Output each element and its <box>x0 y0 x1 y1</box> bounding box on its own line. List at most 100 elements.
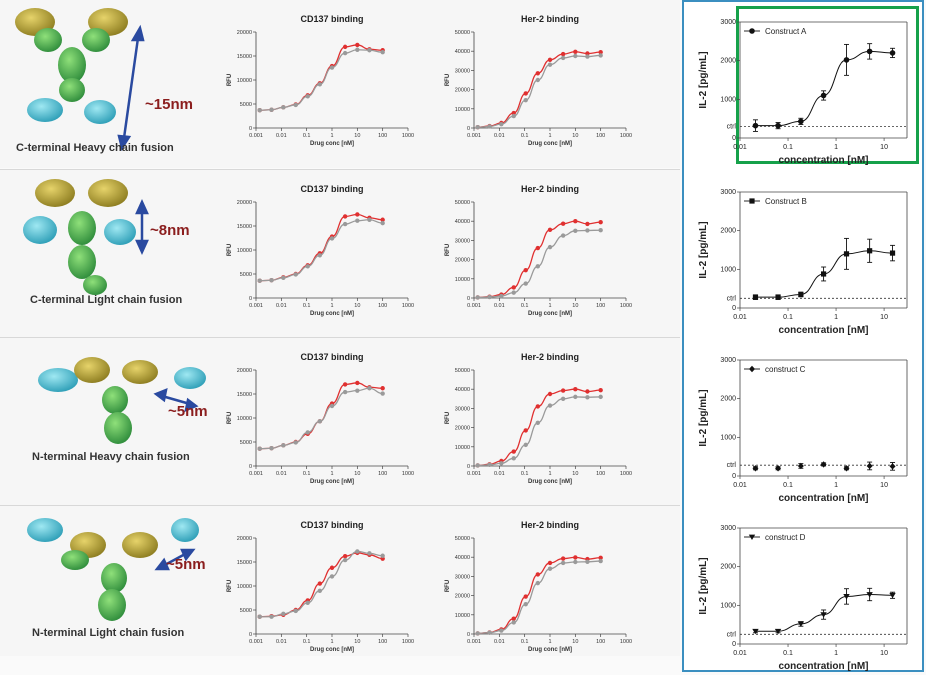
x-axis-label: concentration [nM] <box>779 493 869 504</box>
data-point <box>820 92 827 99</box>
data-point <box>511 449 516 454</box>
data-point <box>380 553 385 558</box>
data-point <box>535 77 541 83</box>
x-tick-label: 0.1 <box>303 471 311 477</box>
data-point <box>487 294 492 300</box>
series-grey <box>257 549 385 619</box>
data-point <box>573 228 578 233</box>
ctrl-label: ctrl <box>727 631 737 638</box>
data-point <box>752 294 759 300</box>
x-tick-label: 0.01 <box>276 133 287 139</box>
series-line <box>477 51 601 128</box>
y-tick-label: 10000 <box>455 445 470 451</box>
data-point <box>797 621 805 627</box>
data-point <box>585 559 590 565</box>
y-tick-label: 3000 <box>720 19 736 26</box>
chart-title: CD137 binding <box>300 520 363 530</box>
x-tick-label: 0.001 <box>467 133 481 139</box>
data-point <box>293 608 298 614</box>
x-tick-label: 0.001 <box>249 639 263 645</box>
data-point <box>329 565 335 570</box>
antibody-n-terminal-light <box>27 518 199 621</box>
il2-chart: 0 1000 2000 3000 0.01 0.1 1 10 concentration [nM… <box>698 189 908 336</box>
data-point <box>523 91 528 96</box>
data-point <box>535 264 541 269</box>
series-line <box>259 382 383 450</box>
y-tick-label: 50000 <box>455 30 470 36</box>
data-point <box>573 219 578 224</box>
data-point <box>585 389 590 394</box>
antibody-c-terminal-heavy <box>15 8 128 124</box>
data-point <box>752 122 759 129</box>
x-tick-label: 1 <box>548 639 551 645</box>
construct-label: N-terminal Heavy chain fusion <box>32 451 190 463</box>
data-point <box>889 463 896 470</box>
x-axis-label: Drug conc [nM] <box>310 311 354 317</box>
data-point <box>820 461 827 468</box>
y-tick-label: 20000 <box>237 200 252 206</box>
her-2-binding-chart: Her-2 binding 0 10000 20000 30000 40000 50000 0… <box>445 520 632 653</box>
data-point <box>547 244 553 250</box>
series-line <box>259 219 383 282</box>
series-red <box>475 387 603 468</box>
data-point <box>573 387 578 392</box>
antibody-c-terminal-light <box>23 179 136 295</box>
data-point <box>367 48 372 53</box>
x-tick-label: 0.01 <box>494 303 505 309</box>
y-tick-label: 20000 <box>455 594 470 600</box>
x-tick-label: 1 <box>330 303 333 309</box>
data-point <box>511 110 516 116</box>
x-tick-label: 100 <box>378 471 387 477</box>
series-line <box>259 213 383 282</box>
data-point <box>774 628 782 635</box>
data-point <box>523 281 528 286</box>
series-red <box>475 555 603 636</box>
data-point <box>269 446 274 451</box>
x-tick-label: 10 <box>880 650 888 657</box>
series-line <box>259 44 383 111</box>
x-tick-label: 1000 <box>402 133 414 139</box>
data-point <box>843 57 850 63</box>
legend-marker <box>749 198 755 204</box>
y-tick-label: 0 <box>732 135 736 142</box>
x-tick-label: 10 <box>354 639 360 645</box>
x-tick-label: 1 <box>548 471 551 477</box>
x-tick-label: 100 <box>378 133 387 139</box>
series-red <box>475 49 603 130</box>
data-point <box>798 118 804 125</box>
data-point <box>257 614 262 619</box>
data-point <box>523 428 528 433</box>
data-point <box>380 49 385 55</box>
x-tick-label: 0.1 <box>303 303 311 309</box>
construct-label: N-terminal Light chain fusion <box>32 627 185 639</box>
y-tick-label: 50000 <box>455 368 470 374</box>
y-tick-label: 40000 <box>455 49 470 55</box>
y-tick-label: 40000 <box>455 219 470 225</box>
data-point <box>573 555 578 560</box>
x-tick-label: 1000 <box>620 303 632 309</box>
data-point <box>317 253 323 258</box>
x-tick-label: 10 <box>354 133 360 139</box>
data-point <box>487 630 492 635</box>
data-point <box>329 574 335 579</box>
x-tick-label: 0.01 <box>494 133 505 139</box>
data-point <box>499 628 504 633</box>
y-tick-label: 20000 <box>455 258 470 264</box>
series-grey <box>475 558 603 636</box>
x-tick-label: 0.1 <box>303 639 311 645</box>
y-tick-label: 30000 <box>455 406 470 412</box>
data-point <box>257 108 262 113</box>
x-tick-label: 1 <box>834 482 838 489</box>
series-construct-a <box>752 43 896 132</box>
y-tick-label: 40000 <box>455 555 470 561</box>
data-point <box>269 278 274 283</box>
x-tick-label: 1000 <box>620 639 632 645</box>
data-point <box>547 62 553 67</box>
legend-label: construct C <box>765 365 806 374</box>
cd137-binding-chart: CD137 binding 0 5000 10000 15000 20000 0.001 0.… <box>227 184 414 317</box>
series-red <box>257 212 385 283</box>
y-tick-label: 10000 <box>455 277 470 283</box>
data-point <box>342 557 348 563</box>
data-point <box>523 594 528 599</box>
data-point <box>293 102 298 108</box>
